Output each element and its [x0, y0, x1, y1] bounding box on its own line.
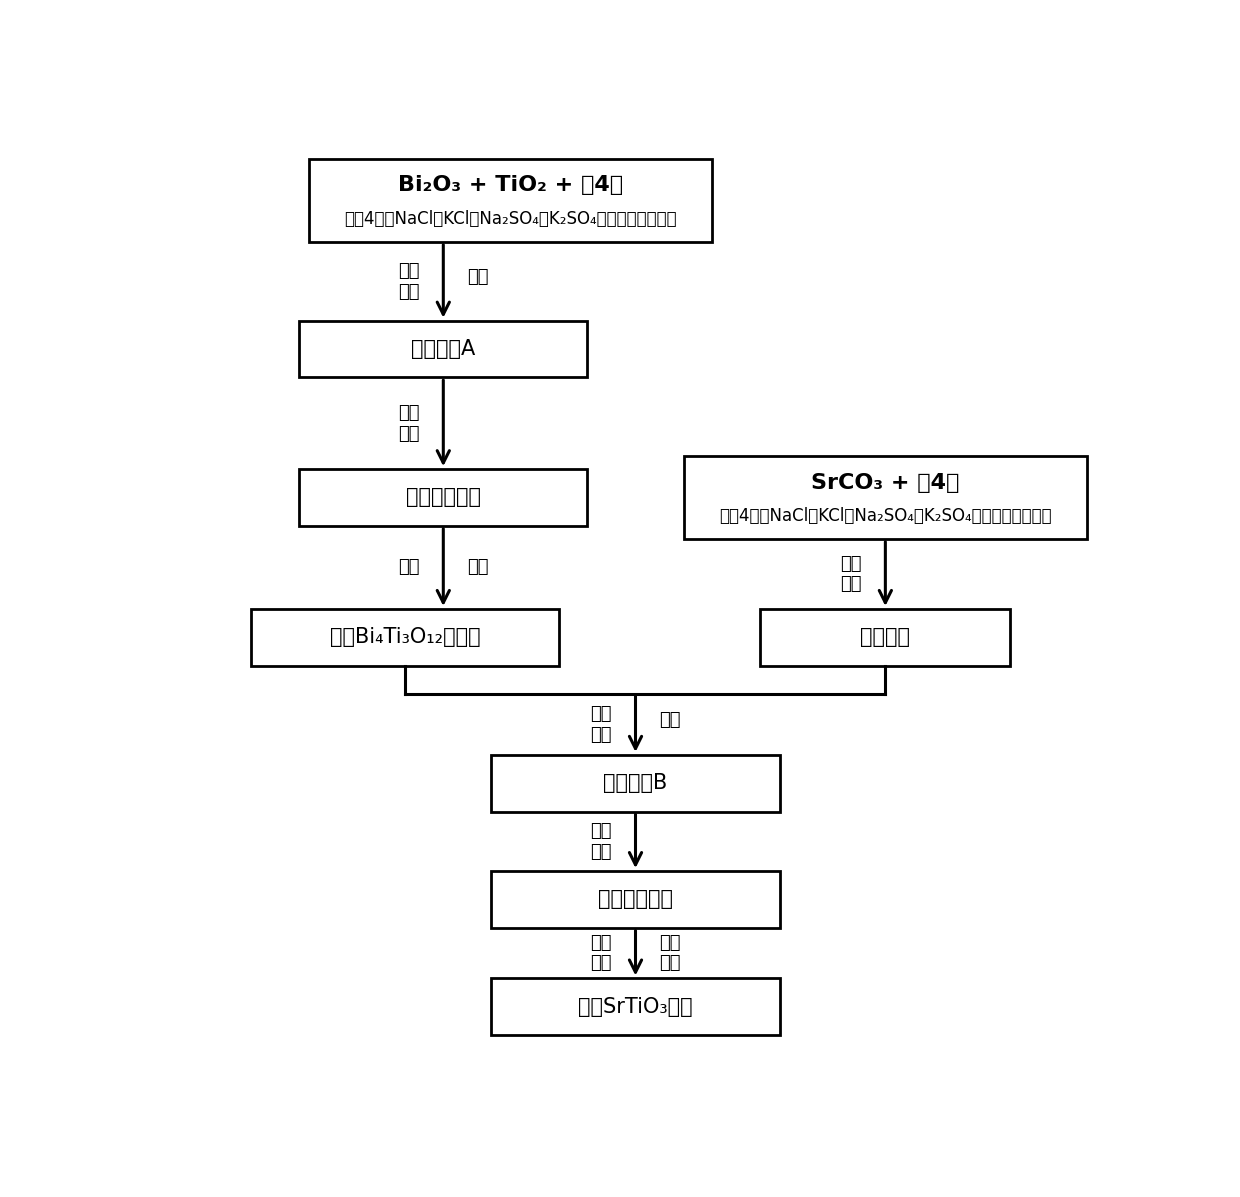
Text: 高温
煅烧: 高温 煅烧 — [398, 403, 419, 443]
Text: （煙4盐为NaCl、KCl、Na₂SO₄、K₂SO₄中的一种或几种）: （煙4盐为NaCl、KCl、Na₂SO₄、K₂SO₄中的一种或几种） — [719, 506, 1052, 524]
Text: 过滤
干燥: 过滤 干燥 — [660, 934, 681, 972]
Text: 锻烧混合产物: 锻烧混合产物 — [598, 889, 673, 910]
Bar — [299, 321, 588, 377]
Text: （煙4盐为NaCl、KCl、Na₂SO₄、K₂SO₄中的一种或几种）: （煙4盐为NaCl、KCl、Na₂SO₄、K₂SO₄中的一种或几种） — [345, 209, 677, 227]
Bar — [491, 871, 780, 928]
Text: 混合浆料: 混合浆料 — [861, 627, 910, 648]
Text: 干燥: 干燥 — [467, 558, 489, 576]
Text: Bi₂O₃ + TiO₂ + 煙4盐: Bi₂O₃ + TiO₂ + 煙4盐 — [398, 176, 624, 195]
Bar — [309, 159, 712, 242]
Bar — [760, 609, 1011, 666]
Text: 低维SrTiO₃晶体: 低维SrTiO₃晶体 — [578, 997, 693, 1016]
Text: 烘干: 烘干 — [660, 711, 681, 729]
Text: 混合物料B: 混合物料B — [604, 773, 667, 794]
Text: 球磨
混合: 球磨 混合 — [839, 554, 862, 594]
Bar — [491, 755, 780, 812]
Text: 片状Bi₄Ti₃O₁₂前驱体: 片状Bi₄Ti₃O₁₂前驱体 — [330, 627, 480, 648]
Text: 高温
煅烧: 高温 煅烧 — [590, 822, 611, 861]
Bar — [250, 609, 559, 666]
Text: 锻烧混合产物: 锻烧混合产物 — [405, 487, 481, 508]
Text: 反应
清洗: 反应 清洗 — [590, 934, 611, 972]
Bar — [299, 469, 588, 525]
Text: 球磨
混合: 球磨 混合 — [590, 705, 611, 743]
Text: 球磨
混合: 球磨 混合 — [398, 262, 419, 300]
Text: 混合物料A: 混合物料A — [412, 339, 475, 359]
Bar — [491, 978, 780, 1035]
Text: 烘干: 烘干 — [467, 268, 489, 286]
Text: 清洗: 清洗 — [398, 558, 419, 576]
Bar — [683, 456, 1087, 539]
Text: SrCO₃ + 煙4盐: SrCO₃ + 煙4盐 — [811, 473, 960, 492]
